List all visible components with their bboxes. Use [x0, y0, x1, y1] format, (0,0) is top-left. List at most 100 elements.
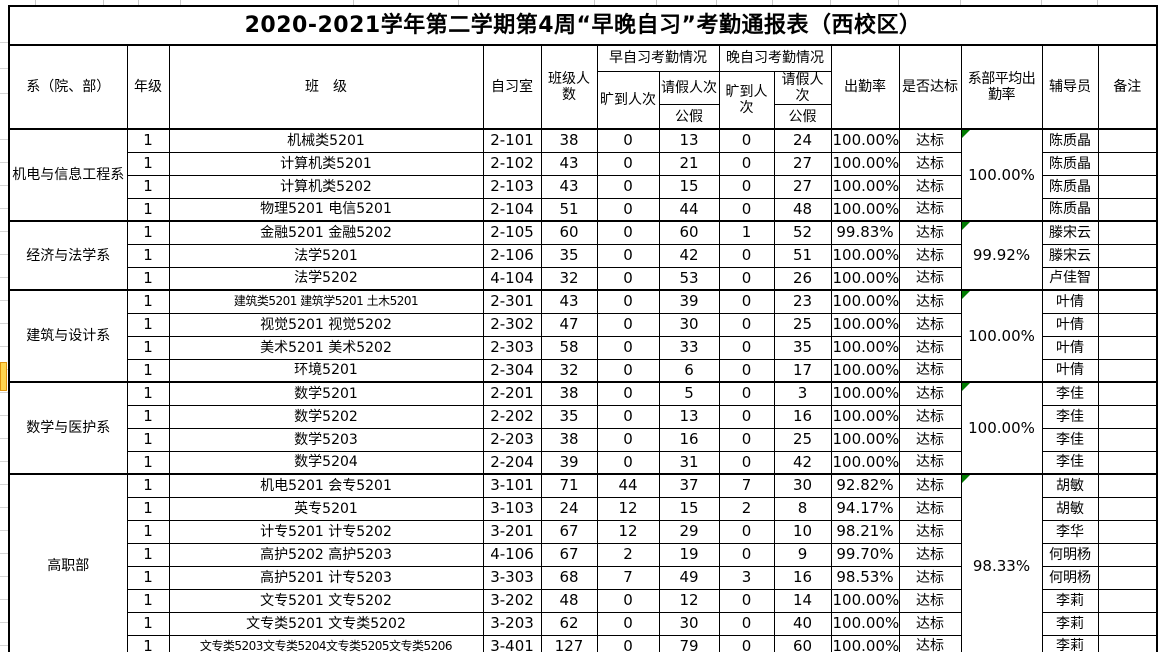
evening-leave-cell[interactable]: 40	[773, 611, 832, 636]
grade-cell[interactable]: 1	[126, 450, 170, 475]
morning-leave-cell[interactable]: 13	[658, 128, 720, 153]
remark-cell[interactable]	[1097, 565, 1158, 590]
counselor-cell[interactable]: 李莉	[1041, 634, 1099, 652]
morning-absent-cell[interactable]: 0	[596, 266, 660, 291]
morning-absent-cell[interactable]: 0	[596, 243, 660, 268]
study-room-cell[interactable]: 2-202	[482, 404, 542, 429]
evening-absent-cell[interactable]: 0	[718, 312, 775, 337]
counselor-cell[interactable]: 滕宋云	[1041, 220, 1099, 245]
class-name-cell[interactable]: 计算机类5202	[168, 174, 484, 199]
class-name-cell[interactable]: 视觉5201 视觉5202	[168, 312, 484, 337]
class-name-cell[interactable]: 数学5201	[168, 381, 484, 406]
remark-cell[interactable]	[1097, 588, 1158, 613]
department-cell[interactable]: 经济与法学系	[8, 220, 128, 291]
standard-cell[interactable]: 达标	[898, 450, 962, 475]
morning-leave-cell[interactable]: 42	[658, 243, 720, 268]
evening-leave-cell[interactable]: 51	[773, 243, 832, 268]
morning-leave-cell[interactable]: 5	[658, 381, 720, 406]
evening-leave-cell[interactable]: 30	[773, 473, 832, 498]
evening-leave-cell[interactable]: 16	[773, 404, 832, 429]
standard-cell[interactable]: 达标	[898, 404, 962, 429]
col-header-morning-leave[interactable]: 请假人次	[658, 70, 720, 106]
morning-absent-cell[interactable]: 0	[596, 450, 660, 475]
grade-cell[interactable]: 1	[126, 381, 170, 406]
page-title[interactable]: 2020-2021学年第二学期第4周“早晚自习”考勤通报表（西校区）	[8, 5, 1158, 46]
col-header-morning-public-leave[interactable]: 公假	[658, 104, 720, 130]
grade-cell[interactable]: 1	[126, 358, 170, 383]
attendance-rate-cell[interactable]: 99.70%	[830, 542, 900, 567]
counselor-cell[interactable]: 李佳	[1041, 427, 1099, 452]
grade-cell[interactable]: 1	[126, 335, 170, 360]
standard-cell[interactable]: 达标	[898, 289, 962, 314]
standard-cell[interactable]: 达标	[898, 496, 962, 521]
dept-average-cell[interactable]: 98.33%	[960, 473, 1043, 652]
standard-cell[interactable]: 达标	[898, 174, 962, 199]
counselor-cell[interactable]: 胡敏	[1041, 473, 1099, 498]
attendance-rate-cell[interactable]: 100.00%	[830, 634, 900, 652]
class-name-cell[interactable]: 物理5201 电信5201	[168, 197, 484, 222]
attendance-rate-cell[interactable]: 100.00%	[830, 611, 900, 636]
morning-absent-cell[interactable]: 0	[596, 128, 660, 153]
morning-absent-cell[interactable]: 0	[596, 151, 660, 176]
class-size-cell[interactable]: 39	[540, 450, 598, 475]
col-header-dept-avg[interactable]: 系部平均出勤率	[960, 44, 1043, 130]
evening-absent-cell[interactable]: 0	[718, 197, 775, 222]
morning-leave-cell[interactable]: 31	[658, 450, 720, 475]
standard-cell[interactable]: 达标	[898, 611, 962, 636]
study-room-cell[interactable]: 2-201	[482, 381, 542, 406]
department-cell[interactable]: 高职部	[8, 473, 128, 652]
evening-leave-cell[interactable]: 16	[773, 565, 832, 590]
standard-cell[interactable]: 达标	[898, 381, 962, 406]
morning-absent-cell[interactable]: 0	[596, 427, 660, 452]
class-name-cell[interactable]: 计专5201 计专5202	[168, 519, 484, 544]
counselor-cell[interactable]: 叶倩	[1041, 289, 1099, 314]
evening-absent-cell[interactable]: 2	[718, 496, 775, 521]
counselor-cell[interactable]: 叶倩	[1041, 335, 1099, 360]
morning-leave-cell[interactable]: 33	[658, 335, 720, 360]
study-room-cell[interactable]: 3-202	[482, 588, 542, 613]
study-room-cell[interactable]: 2-104	[482, 197, 542, 222]
morning-absent-cell[interactable]: 0	[596, 381, 660, 406]
evening-absent-cell[interactable]: 0	[718, 611, 775, 636]
remark-cell[interactable]	[1097, 151, 1158, 176]
study-room-cell[interactable]: 3-401	[482, 634, 542, 652]
attendance-rate-cell[interactable]: 94.17%	[830, 496, 900, 521]
class-size-cell[interactable]: 71	[540, 473, 598, 498]
class-size-cell[interactable]: 47	[540, 312, 598, 337]
class-name-cell[interactable]: 法学5201	[168, 243, 484, 268]
evening-absent-cell[interactable]: 0	[718, 335, 775, 360]
evening-absent-cell[interactable]: 3	[718, 565, 775, 590]
counselor-cell[interactable]: 陈质晶	[1041, 128, 1099, 153]
class-name-cell[interactable]: 数学5203	[168, 427, 484, 452]
study-room-cell[interactable]: 4-106	[482, 542, 542, 567]
grade-cell[interactable]: 1	[126, 496, 170, 521]
grade-cell[interactable]: 1	[126, 542, 170, 567]
remark-cell[interactable]	[1097, 519, 1158, 544]
morning-leave-cell[interactable]: 30	[658, 312, 720, 337]
department-cell[interactable]: 建筑与设计系	[8, 289, 128, 383]
evening-absent-cell[interactable]: 0	[718, 243, 775, 268]
dept-average-cell[interactable]: 100.00%	[960, 128, 1043, 222]
evening-leave-cell[interactable]: 27	[773, 151, 832, 176]
standard-cell[interactable]: 达标	[898, 519, 962, 544]
counselor-cell[interactable]: 何明杨	[1041, 565, 1099, 590]
study-room-cell[interactable]: 3-101	[482, 473, 542, 498]
study-room-cell[interactable]: 2-301	[482, 289, 542, 314]
morning-leave-cell[interactable]: 79	[658, 634, 720, 652]
study-room-cell[interactable]: 3-303	[482, 565, 542, 590]
grade-cell[interactable]: 1	[126, 565, 170, 590]
morning-absent-cell[interactable]: 7	[596, 565, 660, 590]
attendance-rate-cell[interactable]: 100.00%	[830, 151, 900, 176]
attendance-rate-cell[interactable]: 100.00%	[830, 450, 900, 475]
class-name-cell[interactable]: 文专类5201 文专类5202	[168, 611, 484, 636]
highlighted-margin-cell[interactable]	[0, 362, 7, 391]
morning-leave-cell[interactable]: 21	[658, 151, 720, 176]
class-name-cell[interactable]: 高护5201 计专5203	[168, 565, 484, 590]
remark-cell[interactable]	[1097, 220, 1158, 245]
morning-absent-cell[interactable]: 0	[596, 289, 660, 314]
evening-leave-cell[interactable]: 10	[773, 519, 832, 544]
class-name-cell[interactable]: 计算机类5201	[168, 151, 484, 176]
evening-leave-cell[interactable]: 42	[773, 450, 832, 475]
class-size-cell[interactable]: 24	[540, 496, 598, 521]
class-size-cell[interactable]: 43	[540, 289, 598, 314]
